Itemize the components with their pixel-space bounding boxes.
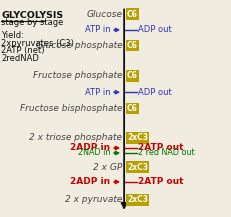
Text: 2xpyruvates (C3): 2xpyruvates (C3) (1, 39, 74, 48)
Text: 2redNAD: 2redNAD (1, 54, 39, 63)
Text: 2 x triose phosphate: 2 x triose phosphate (29, 133, 122, 142)
Text: C6: C6 (126, 41, 137, 50)
Text: 2ATP (net): 2ATP (net) (1, 46, 45, 56)
Text: C6: C6 (126, 71, 137, 81)
Text: Glucose: Glucose (86, 10, 122, 19)
Text: C6: C6 (126, 104, 137, 113)
Text: 2NAD in: 2NAD in (77, 148, 110, 158)
Text: Fructose bisphosphate: Fructose bisphosphate (20, 104, 122, 113)
Text: ADP out: ADP out (137, 88, 171, 97)
Text: 2ADP in: 2ADP in (70, 143, 110, 153)
Text: ADP out: ADP out (137, 25, 171, 35)
Text: ATP in: ATP in (84, 88, 110, 97)
Text: 2 x pyruvate: 2 x pyruvate (65, 195, 122, 204)
Text: stage by stage: stage by stage (1, 18, 63, 27)
Text: C6: C6 (126, 10, 137, 19)
Text: 2ADP in: 2ADP in (70, 177, 110, 186)
Text: ATP in: ATP in (84, 25, 110, 35)
Text: GLYCOLYSIS: GLYCOLYSIS (1, 11, 63, 20)
Text: 2 x GP: 2 x GP (93, 163, 122, 172)
Text: 2 red NAD out: 2 red NAD out (137, 148, 194, 158)
Text: 2ATP out: 2ATP out (137, 177, 183, 186)
Text: Glucose phosphate: Glucose phosphate (36, 41, 122, 50)
Text: 2xC3: 2xC3 (126, 133, 147, 142)
Text: 2xC3: 2xC3 (126, 195, 147, 204)
Text: Yield:: Yield: (1, 31, 24, 40)
Text: 2xC3: 2xC3 (126, 163, 147, 172)
Text: Fructose phosphate: Fructose phosphate (33, 71, 122, 81)
Text: 2ATP out: 2ATP out (137, 143, 183, 153)
